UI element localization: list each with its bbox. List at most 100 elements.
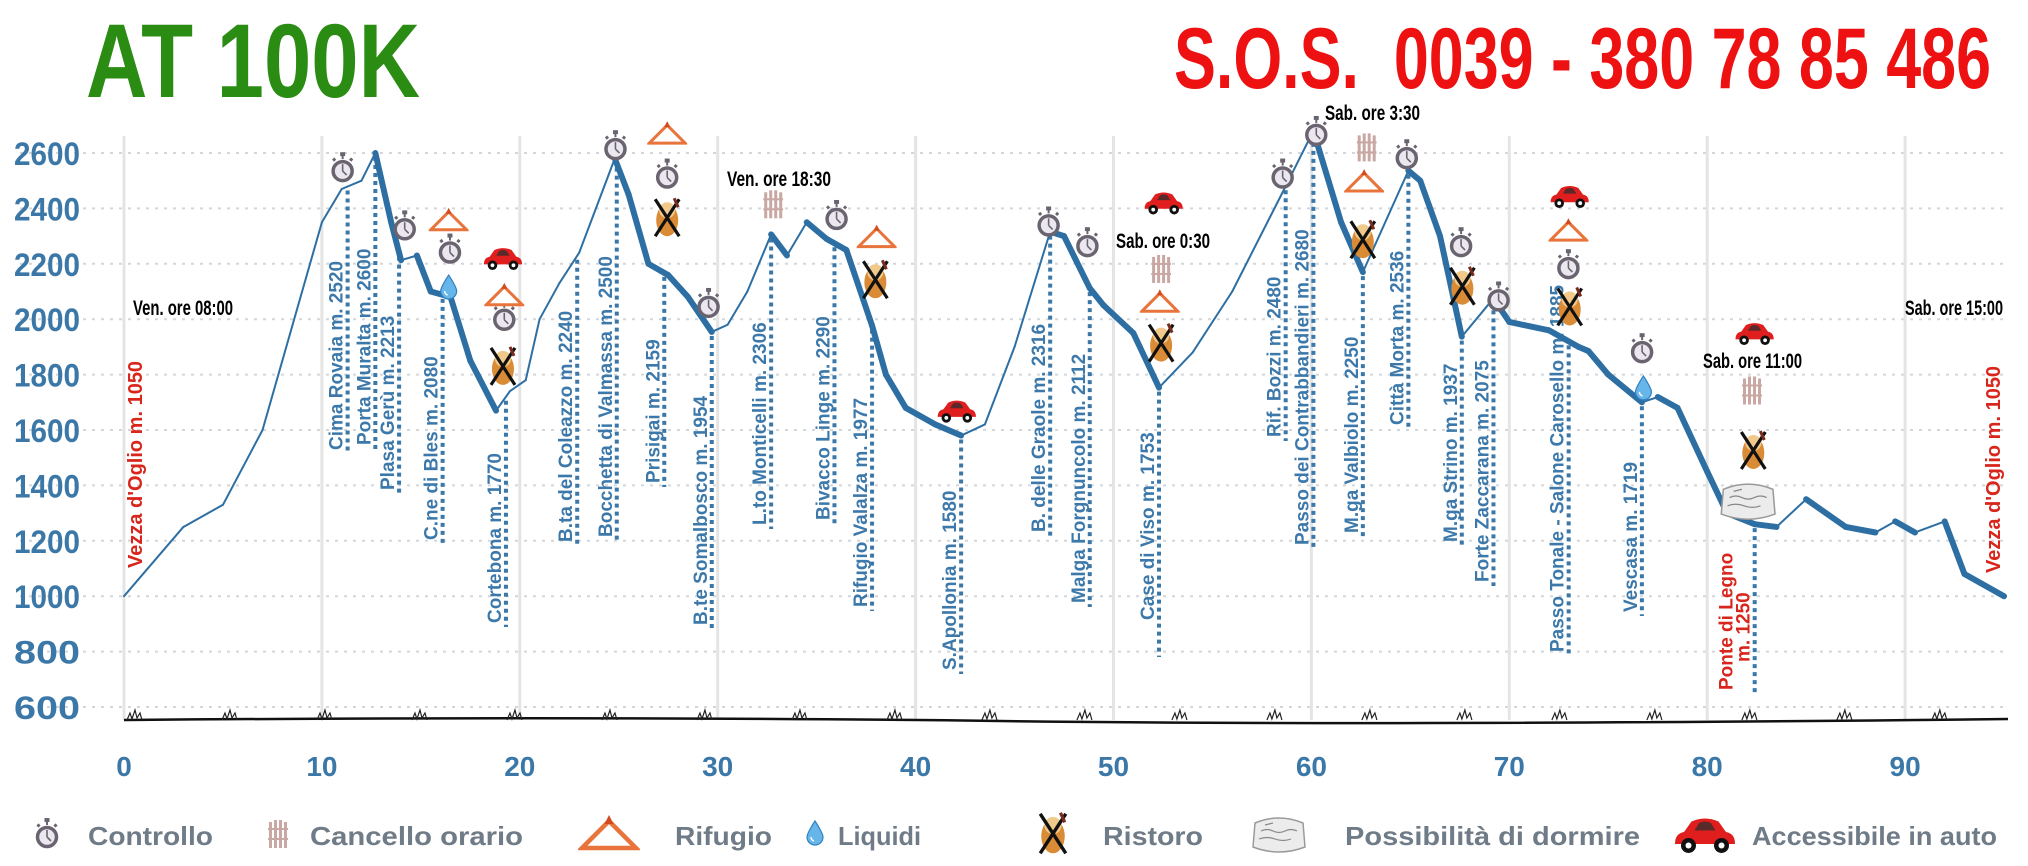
profile-segment bbox=[1892, 518, 1918, 536]
landmark-label: B.ta del Coleazzo m. 2240 bbox=[556, 311, 577, 542]
landmark: M.ga Valbiolo m. 2250 bbox=[1342, 276, 1365, 537]
time-label: Ven. ore 18:30 bbox=[727, 168, 831, 191]
profile-segment bbox=[1961, 571, 2008, 600]
y-tick-label: 800 bbox=[14, 635, 80, 671]
landmark: L.to Monticelli m. 2306 bbox=[750, 238, 774, 529]
food-icon bbox=[1349, 218, 1377, 260]
y-axis: 600 800 1000 1200 1400 1600 1800 2000 2200 2400 26… bbox=[14, 136, 80, 726]
legend: Controllo Cancello orario Rifugio Liquid… bbox=[35, 810, 1997, 856]
stopwatch-icon bbox=[1075, 227, 1100, 258]
profile-segment bbox=[1605, 371, 1645, 406]
profile-segment bbox=[823, 235, 850, 253]
water-drop-icon bbox=[1634, 375, 1653, 401]
profile-segment bbox=[665, 272, 692, 301]
tree-icon bbox=[1361, 707, 1378, 721]
profile-segment bbox=[746, 233, 773, 293]
profile-segment bbox=[1751, 521, 1780, 530]
x-tick-label: 60 bbox=[1296, 751, 1327, 782]
fence-icon bbox=[1742, 376, 1763, 405]
profile-segment bbox=[447, 294, 474, 364]
profile-segment bbox=[882, 371, 909, 411]
profile-segment bbox=[785, 221, 808, 257]
food-icon bbox=[1038, 810, 1068, 856]
landmark: Passo Tonale - Salone Carosello m. 1885 bbox=[1548, 284, 1571, 656]
hut-icon bbox=[484, 282, 524, 307]
profile-segment bbox=[843, 246, 876, 329]
x-tick-label: 10 bbox=[306, 751, 337, 782]
food-icon bbox=[1147, 322, 1175, 364]
profile-segment bbox=[524, 318, 541, 382]
landmark-label: M.ga Strino m. 1937 bbox=[1441, 364, 1462, 542]
landmark-label: Bivacco Linge m. 2290 bbox=[813, 316, 834, 520]
landmark-label: Vescasa m. 1719 bbox=[1621, 462, 1642, 612]
profile-segment bbox=[413, 252, 434, 295]
y-tick-label: 1400 bbox=[14, 468, 80, 504]
profile-segment bbox=[1361, 169, 1410, 274]
landmark: Cima Rovaia m. 2520 bbox=[327, 190, 350, 454]
food-icon bbox=[861, 258, 889, 300]
profile-segment bbox=[768, 231, 790, 259]
stopwatch-icon bbox=[437, 233, 462, 264]
food-icon bbox=[653, 196, 681, 238]
profile-segment bbox=[869, 322, 889, 378]
stopwatch-icon bbox=[1394, 139, 1419, 170]
landmark: Plasa Gerù m. 2213 bbox=[378, 256, 402, 494]
legend-label: Accessibile in auto bbox=[1752, 821, 1997, 851]
car-icon bbox=[1735, 323, 1774, 346]
profile-segment bbox=[685, 294, 715, 335]
hut-icon bbox=[429, 207, 469, 232]
profile-segment bbox=[123, 525, 185, 598]
landmark: Cortebona m. 1770 bbox=[485, 400, 508, 627]
stopwatch-icon bbox=[824, 199, 849, 231]
stopwatch-icon bbox=[1270, 158, 1295, 189]
landmark: M.ga Strino m. 1937 bbox=[1441, 340, 1464, 546]
time-label: Sab. ore 11:00 bbox=[1703, 350, 1802, 373]
landmark-label: Ponte di Legno bbox=[1717, 553, 1738, 690]
tree-icon bbox=[696, 707, 713, 721]
landmark: B.te Somalbosco m. 1954 bbox=[691, 335, 714, 629]
legend-label: Rifugio bbox=[675, 821, 772, 851]
profile-segment bbox=[221, 429, 264, 506]
x-tick-label: 50 bbox=[1098, 751, 1129, 782]
tree-icon bbox=[1266, 707, 1283, 721]
sos-phone-number: S.O.S. 0039 - 380 78 85 486 bbox=[1174, 11, 1991, 107]
stopwatch-icon bbox=[35, 818, 59, 849]
car-icon bbox=[483, 248, 523, 271]
stopwatch-icon bbox=[1449, 227, 1474, 258]
profile-segment bbox=[1061, 233, 1093, 292]
profile-segment bbox=[726, 290, 749, 326]
landmark-label: Vezza d'Oglio m. 1050 bbox=[1983, 366, 2005, 573]
profile-segment bbox=[1437, 233, 1465, 340]
tree-icon bbox=[601, 707, 618, 721]
landmark-label: Vezza d'Oglio m. 1050 bbox=[125, 361, 147, 568]
profile-segment bbox=[710, 323, 729, 333]
profile-segment bbox=[320, 188, 343, 224]
tree-icon bbox=[221, 707, 238, 721]
time-label: Sab. ore 15:00 bbox=[1905, 297, 2003, 320]
profile-segment bbox=[611, 155, 632, 198]
landmark-label: Passo dei Contrabbandieri m. 2680 bbox=[1292, 229, 1313, 545]
race-title: AT 100K bbox=[86, 3, 420, 120]
water-drop-icon bbox=[439, 274, 458, 300]
food-icon bbox=[1739, 429, 1767, 471]
tree-icon bbox=[1551, 707, 1568, 721]
profile-segment bbox=[1775, 498, 1808, 528]
grid bbox=[20, 136, 2008, 720]
water-drop-icon bbox=[806, 820, 824, 846]
tree-icon bbox=[981, 707, 998, 721]
car-icon bbox=[937, 400, 976, 423]
stopwatch-icon bbox=[1630, 333, 1655, 364]
landmark-label: m. 1250 bbox=[1734, 592, 1755, 662]
landmark: Rif. Bozzi m. 2480 bbox=[1265, 190, 1288, 441]
profile-segment bbox=[902, 404, 939, 428]
profile-segment bbox=[1158, 351, 1194, 389]
stopwatch-icon bbox=[696, 287, 721, 319]
x-tick-label: 40 bbox=[900, 751, 931, 782]
stopwatch-icon bbox=[392, 210, 417, 241]
y-tick-label: 1600 bbox=[14, 413, 80, 449]
profile-segment bbox=[1310, 127, 1345, 226]
profile-segment bbox=[1191, 290, 1234, 354]
x-tick-label: 20 bbox=[504, 751, 535, 782]
y-tick-label: 2600 bbox=[14, 136, 80, 172]
food-icon bbox=[489, 345, 517, 387]
